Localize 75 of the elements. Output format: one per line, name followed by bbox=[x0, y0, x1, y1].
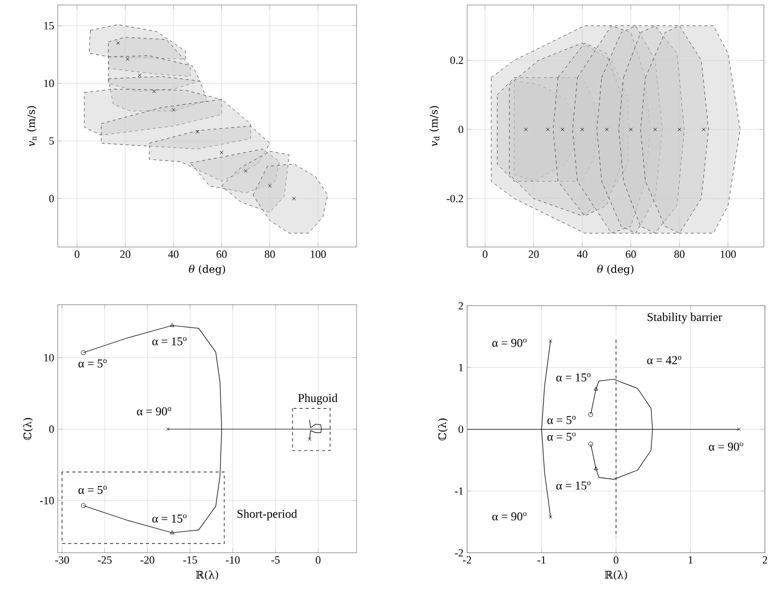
x-tick-label: 60 bbox=[626, 250, 636, 258]
x-tick-label: 80 bbox=[264, 250, 275, 258]
x-tick-label: 0 bbox=[74, 250, 80, 258]
x-tick-label: -10 bbox=[226, 556, 240, 564]
annotation: α = 5$^{o}$ bbox=[78, 359, 107, 368]
point bbox=[268, 184, 272, 188]
x-axis-title: ℝ(λ) bbox=[196, 570, 218, 580]
point bbox=[170, 323, 174, 328]
x-tick-label: 20 bbox=[120, 250, 130, 258]
x-tick-label: -15 bbox=[183, 556, 197, 564]
x-tick-label: -1 bbox=[537, 556, 546, 564]
y-tick-label: -1 bbox=[454, 488, 463, 495]
x-tick-label: 80 bbox=[674, 250, 684, 258]
x-tick-label: 0 bbox=[316, 556, 320, 564]
annotation: α = 5$^{o}$ bbox=[547, 432, 576, 441]
annotation: α = 90$^{o}$ bbox=[492, 512, 526, 521]
point bbox=[244, 169, 248, 173]
x-tick-label: 1 bbox=[688, 556, 693, 564]
annotation: α = 90$^{o}$ bbox=[492, 338, 526, 348]
y-tick-label: 1 bbox=[459, 364, 463, 372]
x-tick-label: -25 bbox=[98, 556, 112, 564]
annotation: α = 15$^{o}$ bbox=[152, 514, 187, 523]
point bbox=[152, 90, 156, 94]
y-tick-label: -2 bbox=[454, 549, 464, 557]
x-tick-label: 0 bbox=[614, 556, 618, 564]
point bbox=[292, 197, 296, 201]
point bbox=[170, 530, 174, 534]
y-tick-label: 0 bbox=[458, 426, 464, 434]
x-tick-label: 40 bbox=[577, 250, 588, 258]
annotation: Stability barrier bbox=[648, 312, 722, 324]
y-tick-label: 10 bbox=[44, 80, 54, 88]
x-axis-title: θ (deg) bbox=[597, 264, 634, 276]
x-tick-label: -20 bbox=[140, 556, 154, 564]
point bbox=[196, 130, 200, 134]
y-tick-label: 5 bbox=[49, 138, 54, 145]
y-tick-label: -10 bbox=[40, 497, 54, 504]
y-axis-title: v$_{n}$ (m/s) bbox=[26, 106, 36, 147]
y-tick-label: 0 bbox=[458, 126, 464, 134]
annotation: α = 42$^{o}$ bbox=[647, 356, 682, 364]
annotation: α = 5$^{o}$ bbox=[78, 486, 107, 494]
x-axis-title: ℝ(λ) bbox=[604, 570, 627, 580]
y-tick-label: 10 bbox=[44, 354, 54, 362]
y-axis-title: ℂ(λ) bbox=[438, 418, 448, 441]
point bbox=[138, 74, 142, 78]
x-axis-title: θ (deg) bbox=[188, 264, 226, 276]
x-tick-label: 100 bbox=[310, 250, 326, 258]
y-tick-label: 0 bbox=[49, 426, 54, 434]
annotation: α = 15$^{o}$ bbox=[556, 482, 591, 490]
x-tick-label: 20 bbox=[528, 250, 539, 258]
annotation: α = 15$^{o}$ bbox=[152, 337, 187, 346]
y-axis-title: ℂ(λ) bbox=[23, 418, 33, 440]
x-tick-label: 60 bbox=[216, 250, 227, 258]
y-tick-label: 0.2 bbox=[450, 56, 464, 64]
x-tick-label: 40 bbox=[168, 250, 179, 258]
annotation: α = 15$^{o}$ bbox=[556, 374, 591, 382]
annotation: α = 90$^{o}$ bbox=[136, 407, 172, 416]
annotation: Phugoid bbox=[298, 394, 338, 405]
annotation: α = 5$^{o}$ bbox=[547, 416, 576, 424]
point bbox=[126, 58, 130, 62]
point bbox=[594, 466, 598, 470]
point bbox=[594, 386, 598, 391]
y-axis-title: v$_{d}$ (m/s) bbox=[430, 106, 440, 146]
x-tick-label: 0 bbox=[482, 250, 488, 258]
point bbox=[172, 108, 176, 112]
x-tick-label: 2 bbox=[762, 556, 768, 564]
y-tick-label: 15 bbox=[44, 22, 54, 30]
x-tick-label: 100 bbox=[720, 250, 736, 258]
x-tick-label: -30 bbox=[55, 556, 69, 564]
point bbox=[220, 150, 224, 154]
y-tick-label: 0 bbox=[49, 195, 54, 202]
y-tick-label: -0.2 bbox=[446, 195, 464, 203]
y-tick-label: 2 bbox=[458, 302, 464, 310]
annotation: Short-period bbox=[238, 510, 297, 521]
annotation: α = 90$^{o}$ bbox=[708, 442, 744, 451]
x-tick-label: -5 bbox=[271, 556, 280, 564]
